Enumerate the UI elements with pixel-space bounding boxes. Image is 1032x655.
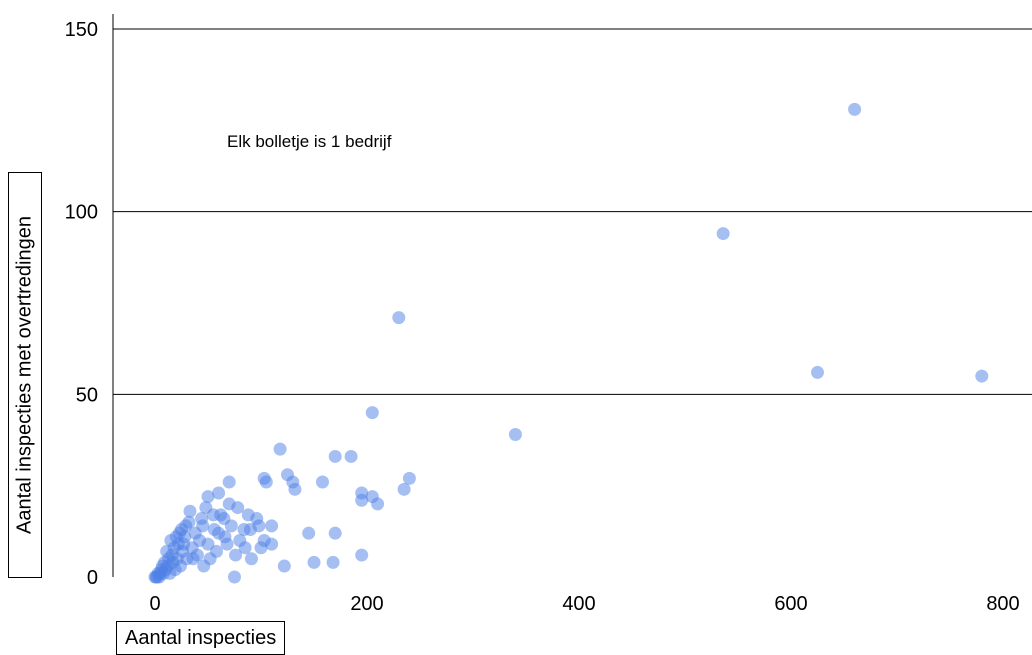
x-tick-label: 600 [774, 593, 807, 615]
data-point [224, 519, 238, 533]
data-point [355, 493, 369, 507]
y-axis-label-box: Aantal inspecties met overtredingen [8, 172, 42, 578]
data-point [197, 559, 211, 573]
data-point [183, 504, 197, 518]
data-point [392, 311, 406, 325]
x-axis-label: Aantal inspecties [125, 627, 277, 649]
data-point [259, 475, 273, 489]
data-point [397, 482, 411, 496]
data-point [231, 501, 245, 515]
data-point [975, 369, 989, 383]
data-point [177, 537, 191, 551]
data-point [207, 523, 221, 537]
data-points [148, 102, 989, 584]
data-point [273, 442, 287, 456]
data-point [188, 526, 202, 540]
gridlines [113, 28, 1032, 395]
data-point [186, 552, 200, 566]
y-tick-label: 150 [65, 19, 98, 41]
x-tick-label: 200 [350, 593, 383, 615]
data-point [355, 548, 369, 562]
data-point [160, 544, 174, 558]
data-point [302, 526, 316, 540]
data-point [508, 428, 522, 442]
chart-annotation: Elk bolletje is 1 bedrijf [227, 132, 392, 151]
data-point [344, 449, 358, 463]
y-tick-label: 50 [76, 384, 98, 406]
data-point [222, 475, 236, 489]
data-point [244, 552, 258, 566]
data-point [257, 533, 271, 547]
y-tick-label: 100 [65, 202, 98, 224]
data-point [328, 449, 342, 463]
data-point [371, 497, 385, 511]
data-point [212, 486, 226, 500]
data-point [402, 471, 416, 485]
data-point [277, 559, 291, 573]
data-point [220, 537, 234, 551]
tick-labels: 0 50 100 150 0 200 400 600 800 [65, 19, 1020, 615]
data-point [201, 490, 215, 504]
data-point [195, 512, 209, 526]
data-point [199, 501, 213, 515]
data-point [250, 512, 264, 526]
data-point [307, 555, 321, 569]
data-point [716, 227, 730, 241]
data-point [288, 482, 302, 496]
data-point [229, 548, 243, 562]
data-point [315, 475, 329, 489]
data-point [233, 533, 247, 547]
y-axis-label: Aantal inspecties met overtredingen [13, 216, 36, 534]
data-point [214, 508, 228, 522]
data-point [848, 102, 862, 116]
x-tick-label: 0 [149, 593, 160, 615]
data-point [365, 406, 379, 420]
data-point [148, 570, 162, 584]
x-tick-label: 800 [986, 593, 1019, 615]
data-point [228, 570, 241, 584]
data-point [172, 526, 186, 540]
data-point [328, 526, 342, 540]
x-tick-label: 400 [562, 593, 595, 615]
y-tick-label: 0 [87, 567, 98, 589]
x-axis-label-box: Aantal inspecties [116, 621, 286, 655]
data-point [164, 533, 178, 547]
data-point [811, 365, 824, 379]
data-point [237, 523, 251, 537]
data-point [265, 519, 279, 533]
data-point [326, 555, 340, 569]
